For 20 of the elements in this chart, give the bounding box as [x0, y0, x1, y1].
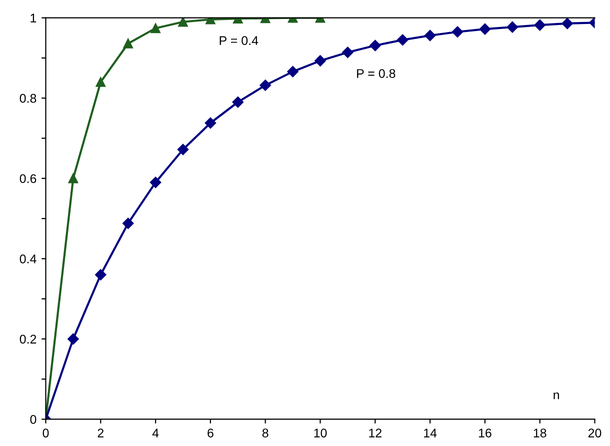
y-tick-label: 1 — [30, 14, 36, 22]
y-tick-label: 0.6 — [20, 174, 36, 184]
y-tick-label: 0.4 — [20, 254, 36, 264]
x-tick-label: 6 — [208, 428, 214, 438]
x-tick-label: 18 — [534, 428, 546, 438]
series-label: P = 0.8 — [357, 69, 396, 78]
y-tick-label: 0.2 — [20, 334, 36, 344]
y-tick-label: 0 — [30, 415, 36, 424]
x-tick-label: 12 — [369, 428, 382, 438]
x-tick-label: 4 — [152, 428, 159, 438]
series-label: P = 0.4 — [220, 36, 258, 46]
x-tick-label: 10 — [314, 428, 327, 438]
x-tick-label: 2 — [98, 428, 104, 438]
y-tick-label: 0.8 — [20, 94, 36, 103]
x-tick-label: 14 — [424, 428, 437, 438]
x-axis-title: n — [554, 392, 559, 400]
x-tick-label: 8 — [262, 428, 268, 438]
x-tick-label: 20 — [588, 428, 602, 438]
x-tick-label: 16 — [478, 428, 492, 438]
x-tick-label: 0 — [42, 428, 49, 438]
